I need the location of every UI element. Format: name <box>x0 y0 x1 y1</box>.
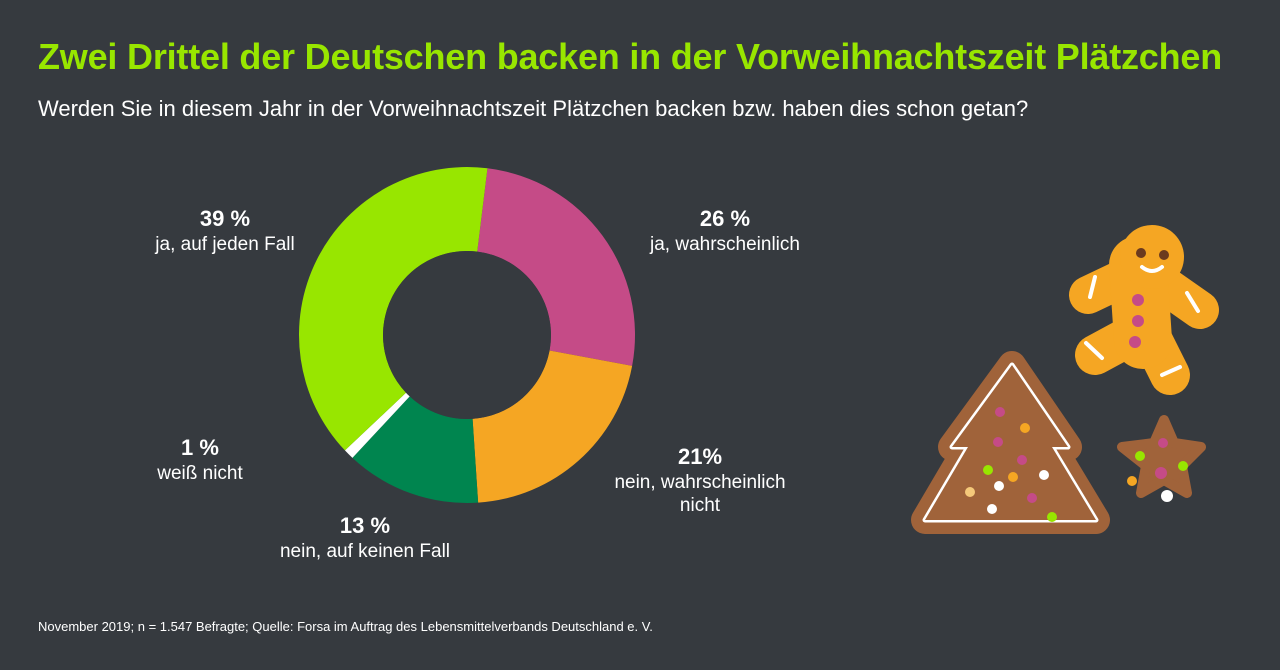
chart-title: Zwei Drittel der Deutschen backen in der… <box>38 36 1223 77</box>
slice-label-ja-auf-jeden-fall: 39 % ja, auf jeden Fall <box>125 205 325 256</box>
donut-slice-weiß-nicht <box>344 392 410 458</box>
slice-text: weiß nicht <box>157 462 243 484</box>
slice-label-nein-wahrscheinlich-nicht: 21% nein, wahrscheinlich nicht <box>595 443 805 518</box>
source-note: November 2019; n = 1.547 Befragte; Quell… <box>38 619 653 634</box>
slice-value: 26 % <box>699 206 751 231</box>
slice-text: nein, wahrscheinlich nicht <box>614 471 786 517</box>
slice-value: 13 % <box>339 513 391 538</box>
cookie-illustration <box>911 225 1219 534</box>
slice-label-weiss-nicht: 1 % weiß nicht <box>130 434 270 485</box>
gingerbread-tree-icon <box>911 351 1110 534</box>
donut-hole <box>383 251 551 419</box>
chart-subtitle: Werden Sie in diesem Jahr in der Vorweih… <box>38 96 1029 121</box>
slice-text: ja, wahrscheinlich <box>650 233 800 255</box>
donut-slice-nein-auf-keinen-fall <box>352 396 479 503</box>
slice-label-ja-wahrscheinlich: 26 % ja, wahrscheinlich <box>620 205 830 256</box>
slice-value: 1 % <box>181 435 219 460</box>
slice-label-nein-auf-keinen-fall: 13 % nein, auf keinen Fall <box>255 512 475 563</box>
donut-slice-ja-wahrscheinlich <box>477 168 635 366</box>
donut-slice-nein-wahrscheinlich-nicht <box>472 350 633 503</box>
slice-text: ja, auf jeden Fall <box>155 233 295 255</box>
slice-value: 39 % <box>199 206 251 231</box>
slice-text: nein, auf keinen Fall <box>279 540 451 562</box>
gingerbread-man-icon <box>1069 225 1219 395</box>
donut-slice-ja-auf-jeden-fall <box>299 167 488 451</box>
star-cookie-icon <box>1117 415 1206 502</box>
slice-value: 21% <box>677 444 723 469</box>
